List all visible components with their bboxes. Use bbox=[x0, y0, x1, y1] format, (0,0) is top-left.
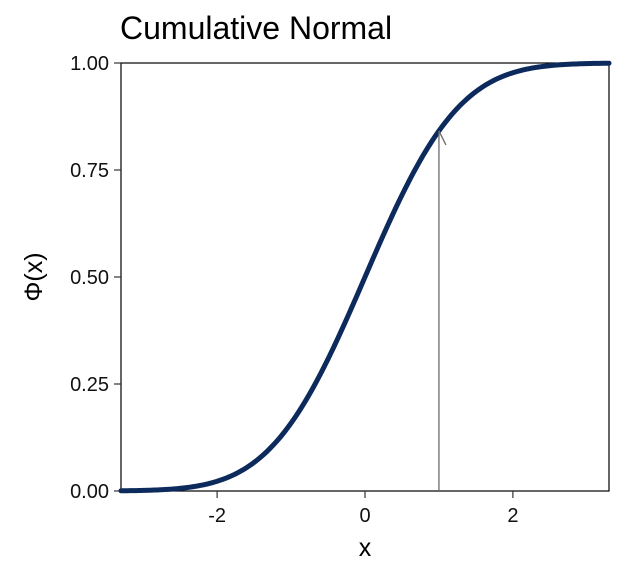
annotation-arrow-head bbox=[438, 130, 447, 146]
x-tick-label: 0 bbox=[359, 505, 370, 527]
x-axis: -2 0 2 bbox=[208, 491, 518, 527]
y-axis: 0.00 0.25 0.50 0.75 1.00 bbox=[70, 53, 121, 503]
y-tick-label: 0.00 bbox=[70, 481, 109, 503]
y-tick-label: 0.50 bbox=[70, 267, 109, 289]
x-axis-label: x bbox=[359, 534, 372, 562]
y-axis-label: Φ(x) bbox=[20, 252, 48, 301]
chart-title: Cumulative Normal bbox=[120, 10, 392, 46]
y-tick-label: 0.25 bbox=[70, 374, 109, 396]
cdf-series-line bbox=[118, 60, 612, 494]
y-tick-label: 1.00 bbox=[70, 53, 109, 75]
annotation-layer bbox=[438, 130, 447, 491]
y-tick-label: 0.75 bbox=[70, 160, 109, 182]
x-tick-label: 2 bbox=[507, 505, 518, 527]
x-tick-label: -2 bbox=[208, 505, 226, 527]
